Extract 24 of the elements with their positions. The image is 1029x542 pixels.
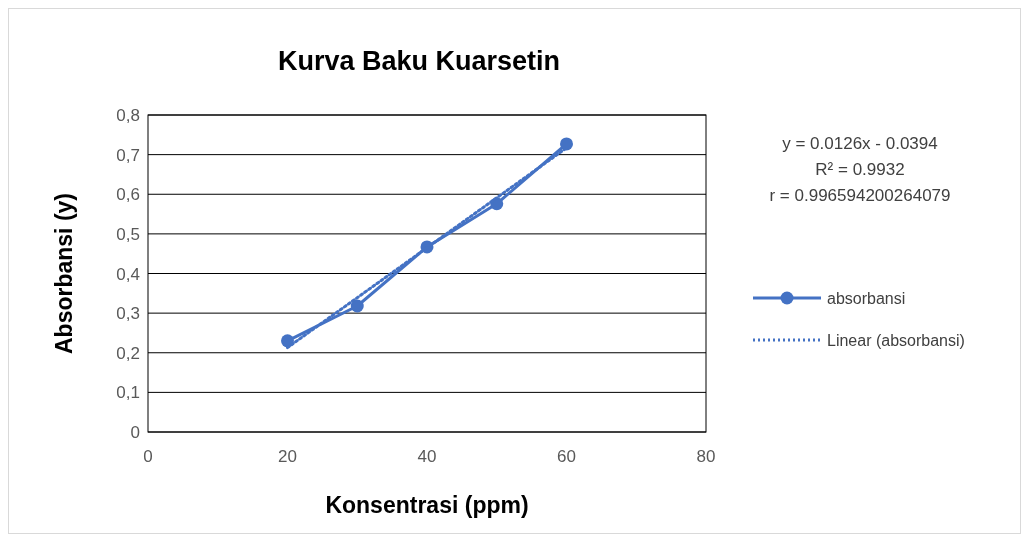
y-tick-label: 0	[130, 423, 140, 442]
chart-title: Kurva Baku Kuarsetin	[277, 46, 561, 76]
x-axis-title: Konsentrasi (ppm)	[325, 492, 529, 518]
y-tick-label: 0,3	[116, 304, 140, 324]
y-tick-label: 0,2	[116, 343, 140, 363]
y-tick-label: 0,7	[116, 145, 140, 165]
x-tick-label: 0	[143, 447, 153, 466]
point	[560, 137, 573, 151]
text: y = 0.0126x - 0.0394	[782, 134, 938, 153]
text: r = 0.996594200264079	[769, 186, 951, 205]
y-axis-title: Absorbansi (y)	[51, 192, 77, 355]
y-tick-label: 0,4	[116, 264, 140, 284]
x-tick-label: 40	[417, 447, 437, 466]
x-tick-label: 20	[278, 447, 297, 466]
y-tick-label: 0,6	[116, 185, 140, 205]
legend-label: absorbansi	[827, 290, 906, 307]
x-tick-label: 60	[557, 447, 576, 466]
point	[350, 299, 364, 313]
y-tick-label: 0,8	[116, 106, 140, 125]
text: R² = 0.9932	[815, 160, 905, 179]
legend-label: Linear (absorbansi)	[827, 332, 965, 349]
y-tick-label: 0,1	[116, 383, 140, 403]
x-tick-label: 80	[696, 447, 716, 466]
y-tick-label: 0,5	[116, 224, 140, 244]
